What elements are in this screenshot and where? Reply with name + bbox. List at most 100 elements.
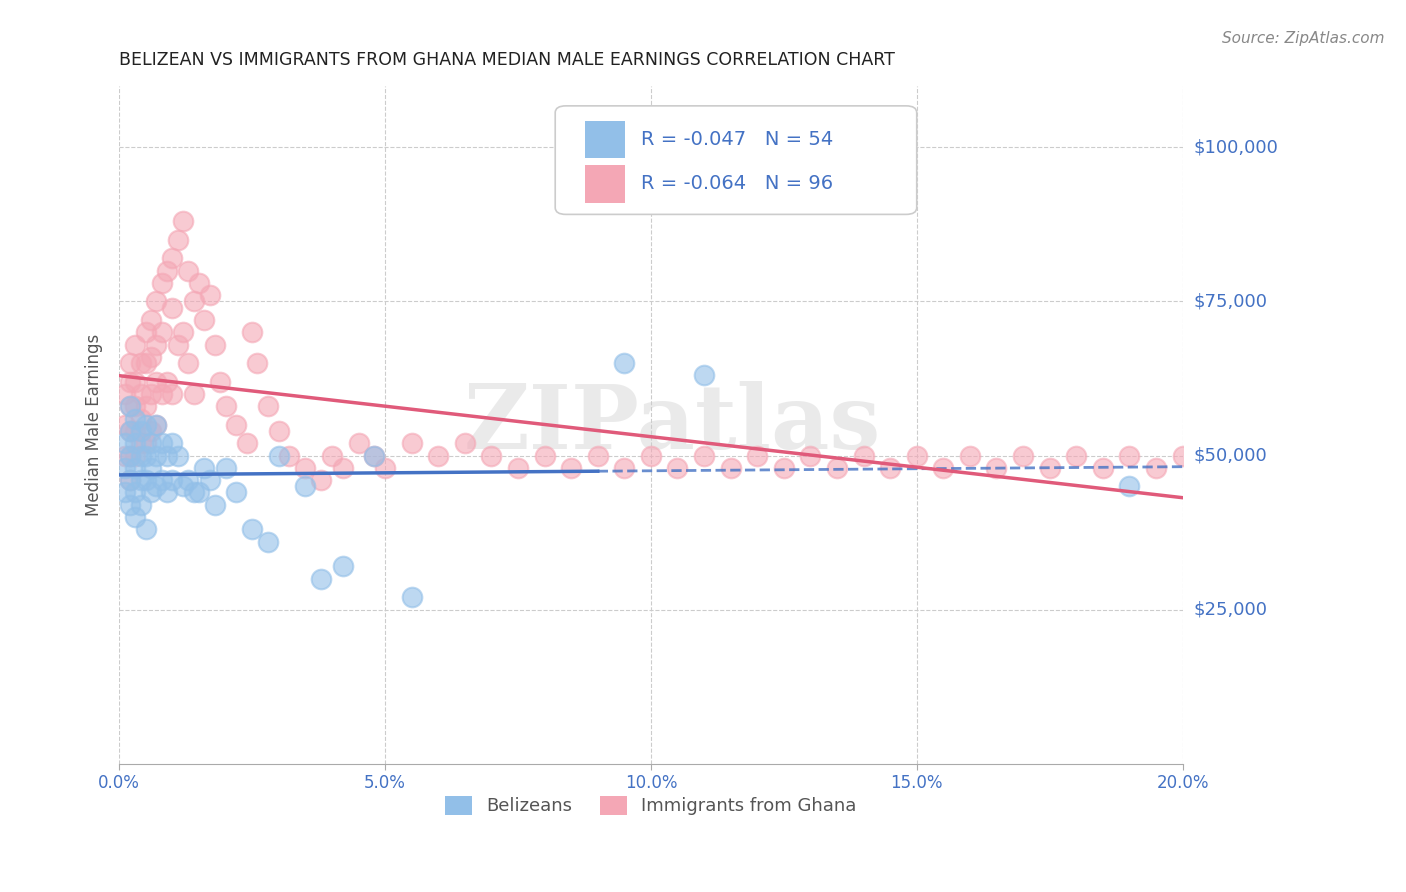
- Point: [188, 485, 211, 500]
- Point: [141, 313, 163, 327]
- Y-axis label: Median Male Earnings: Median Male Earnings: [86, 334, 103, 516]
- Point: [145, 417, 167, 432]
- FancyBboxPatch shape: [585, 165, 626, 202]
- Point: [150, 436, 173, 450]
- Point: [129, 473, 152, 487]
- Point: [311, 572, 333, 586]
- Point: [640, 449, 662, 463]
- Point: [118, 498, 141, 512]
- Text: R = -0.047   N = 54: R = -0.047 N = 54: [641, 129, 834, 149]
- Point: [145, 337, 167, 351]
- Point: [506, 460, 529, 475]
- Point: [666, 460, 689, 475]
- Point: [135, 417, 157, 432]
- Point: [172, 325, 194, 339]
- FancyBboxPatch shape: [585, 120, 626, 158]
- Point: [135, 473, 157, 487]
- Point: [720, 460, 742, 475]
- Point: [118, 399, 141, 413]
- Point: [1012, 449, 1035, 463]
- Point: [363, 449, 385, 463]
- Point: [772, 460, 794, 475]
- Point: [141, 436, 163, 450]
- Point: [156, 449, 179, 463]
- Point: [225, 417, 247, 432]
- Point: [124, 510, 146, 524]
- Point: [586, 449, 609, 463]
- Point: [172, 479, 194, 493]
- Point: [114, 436, 136, 450]
- Point: [932, 460, 955, 475]
- Point: [156, 485, 179, 500]
- Point: [183, 485, 205, 500]
- Point: [150, 387, 173, 401]
- Point: [124, 399, 146, 413]
- Point: [156, 375, 179, 389]
- Text: ZIPatlas: ZIPatlas: [464, 381, 880, 468]
- Point: [193, 313, 215, 327]
- Point: [209, 375, 232, 389]
- Point: [141, 350, 163, 364]
- Point: [124, 411, 146, 425]
- Point: [321, 449, 343, 463]
- Point: [246, 356, 269, 370]
- Point: [118, 424, 141, 438]
- Point: [257, 399, 280, 413]
- Point: [118, 473, 141, 487]
- Point: [183, 294, 205, 309]
- Text: $25,000: $25,000: [1194, 600, 1268, 619]
- Point: [118, 375, 141, 389]
- Point: [747, 449, 769, 463]
- Point: [374, 460, 396, 475]
- Text: BELIZEAN VS IMMIGRANTS FROM GHANA MEDIAN MALE EARNINGS CORRELATION CHART: BELIZEAN VS IMMIGRANTS FROM GHANA MEDIAN…: [120, 51, 896, 69]
- Text: $100,000: $100,000: [1194, 138, 1278, 156]
- Point: [141, 387, 163, 401]
- Point: [150, 325, 173, 339]
- Point: [183, 387, 205, 401]
- Point: [129, 498, 152, 512]
- Point: [162, 473, 184, 487]
- Point: [401, 436, 423, 450]
- Point: [959, 449, 981, 463]
- Point: [129, 411, 152, 425]
- Point: [135, 356, 157, 370]
- Point: [145, 294, 167, 309]
- Point: [141, 485, 163, 500]
- Point: [135, 325, 157, 339]
- Point: [129, 424, 152, 438]
- Point: [114, 387, 136, 401]
- Point: [129, 436, 152, 450]
- FancyBboxPatch shape: [555, 106, 917, 214]
- Point: [986, 460, 1008, 475]
- Point: [129, 449, 152, 463]
- Point: [225, 485, 247, 500]
- Legend: Belizeans, Immigrants from Ghana: Belizeans, Immigrants from Ghana: [437, 789, 863, 822]
- Point: [1064, 449, 1087, 463]
- Point: [124, 460, 146, 475]
- Point: [124, 424, 146, 438]
- Point: [162, 251, 184, 265]
- Point: [214, 399, 236, 413]
- Point: [1091, 460, 1114, 475]
- Point: [240, 523, 263, 537]
- Point: [257, 534, 280, 549]
- Point: [347, 436, 370, 450]
- Point: [124, 337, 146, 351]
- Point: [1171, 449, 1194, 463]
- Point: [162, 301, 184, 315]
- Point: [150, 473, 173, 487]
- Point: [613, 356, 636, 370]
- Point: [240, 325, 263, 339]
- Point: [150, 276, 173, 290]
- Point: [129, 356, 152, 370]
- Point: [852, 449, 875, 463]
- Point: [363, 449, 385, 463]
- Point: [1144, 460, 1167, 475]
- Point: [693, 449, 716, 463]
- Point: [198, 288, 221, 302]
- Point: [156, 263, 179, 277]
- Point: [799, 449, 821, 463]
- Point: [118, 399, 141, 413]
- Point: [141, 424, 163, 438]
- Point: [177, 356, 200, 370]
